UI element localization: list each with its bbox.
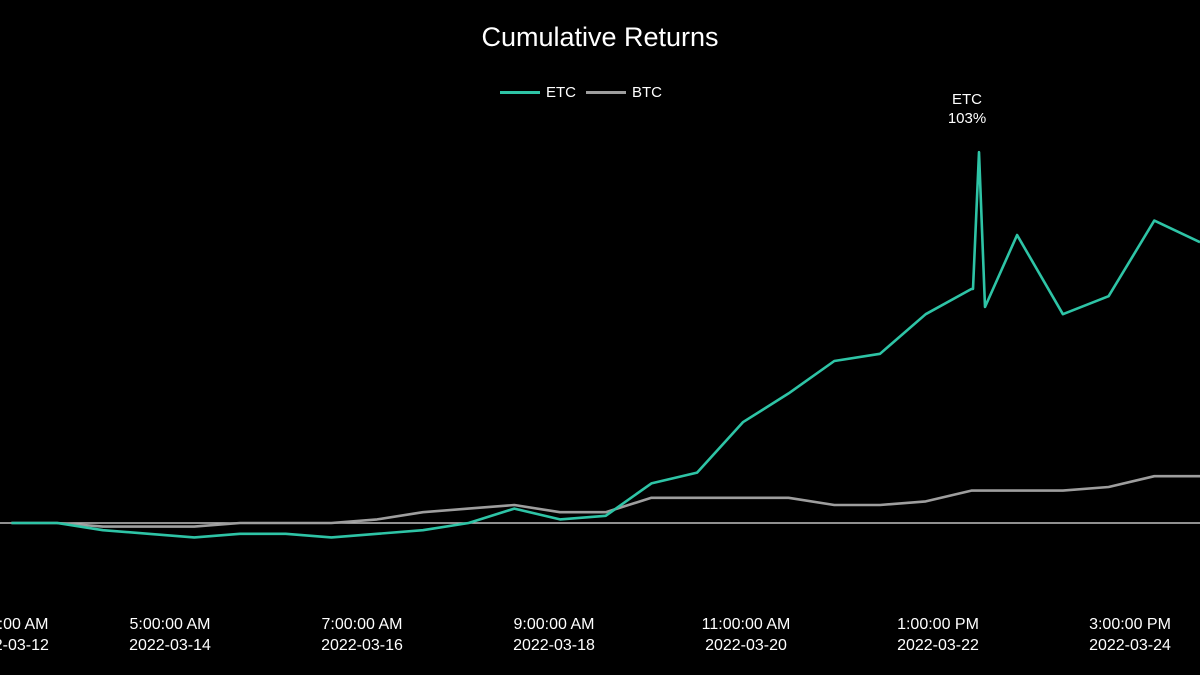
- x-tick-time: 9:00:00 AM: [513, 616, 595, 633]
- x-tick-date: 2022-03-14: [129, 637, 211, 654]
- legend-item-etc: ETC: [500, 84, 576, 101]
- x-tick-time: 1:00:00 PM: [897, 616, 979, 633]
- legend-label-etc: ETC: [546, 84, 576, 101]
- series-layer: [11, 150, 1200, 539]
- legend-swatch-btc: [586, 91, 626, 94]
- x-tick-time: 5:00:00 AM: [129, 616, 211, 633]
- x-tick-date: 2022-03-18: [513, 637, 595, 654]
- annotation-value-label: 103%: [947, 110, 987, 127]
- x-tick-label: 3:00:00 AM 2022-03-12: [0, 614, 88, 656]
- x-tick-label: 1:00:00 PM 2022-03-22: [858, 614, 1018, 656]
- legend-label-btc: BTC: [632, 84, 662, 101]
- x-tick-label: 9:00:00 AM 2022-03-18: [474, 614, 634, 656]
- series-line-etc: [11, 150, 1200, 539]
- legend-swatch-etc: [500, 91, 540, 94]
- x-tick-label: 11:00:00 AM 2022-03-20: [666, 614, 826, 656]
- x-tick-label: 7:00:00 AM 2022-03-16: [282, 614, 442, 656]
- x-tick-label: 3:00:00 PM 2022-03-24: [1050, 614, 1200, 656]
- series-line-btc: [11, 474, 1200, 528]
- x-tick-label: 5:00:00 AM 2022-03-14: [90, 614, 250, 656]
- legend: ETC BTC: [500, 84, 662, 101]
- x-tick-time: 3:00:00 PM: [1089, 616, 1171, 633]
- x-tick-time: 7:00:00 AM: [321, 616, 403, 633]
- legend-item-btc: BTC: [586, 84, 662, 101]
- x-tick-date: 2022-03-16: [321, 637, 403, 654]
- peak-annotation: ETC 103%: [917, 90, 1017, 128]
- x-tick-date: 2022-03-24: [1089, 637, 1171, 654]
- x-tick-date: 2022-03-20: [705, 637, 787, 654]
- x-tick-time: 3:00:00 AM: [0, 616, 49, 633]
- annotation-series-label: ETC: [952, 91, 982, 108]
- x-tick-time: 11:00:00 AM: [701, 616, 791, 633]
- x-tick-date: 2022-03-22: [897, 637, 979, 654]
- x-tick-date: 2022-03-12: [0, 637, 49, 654]
- chart-title: Cumulative Returns: [481, 22, 719, 52]
